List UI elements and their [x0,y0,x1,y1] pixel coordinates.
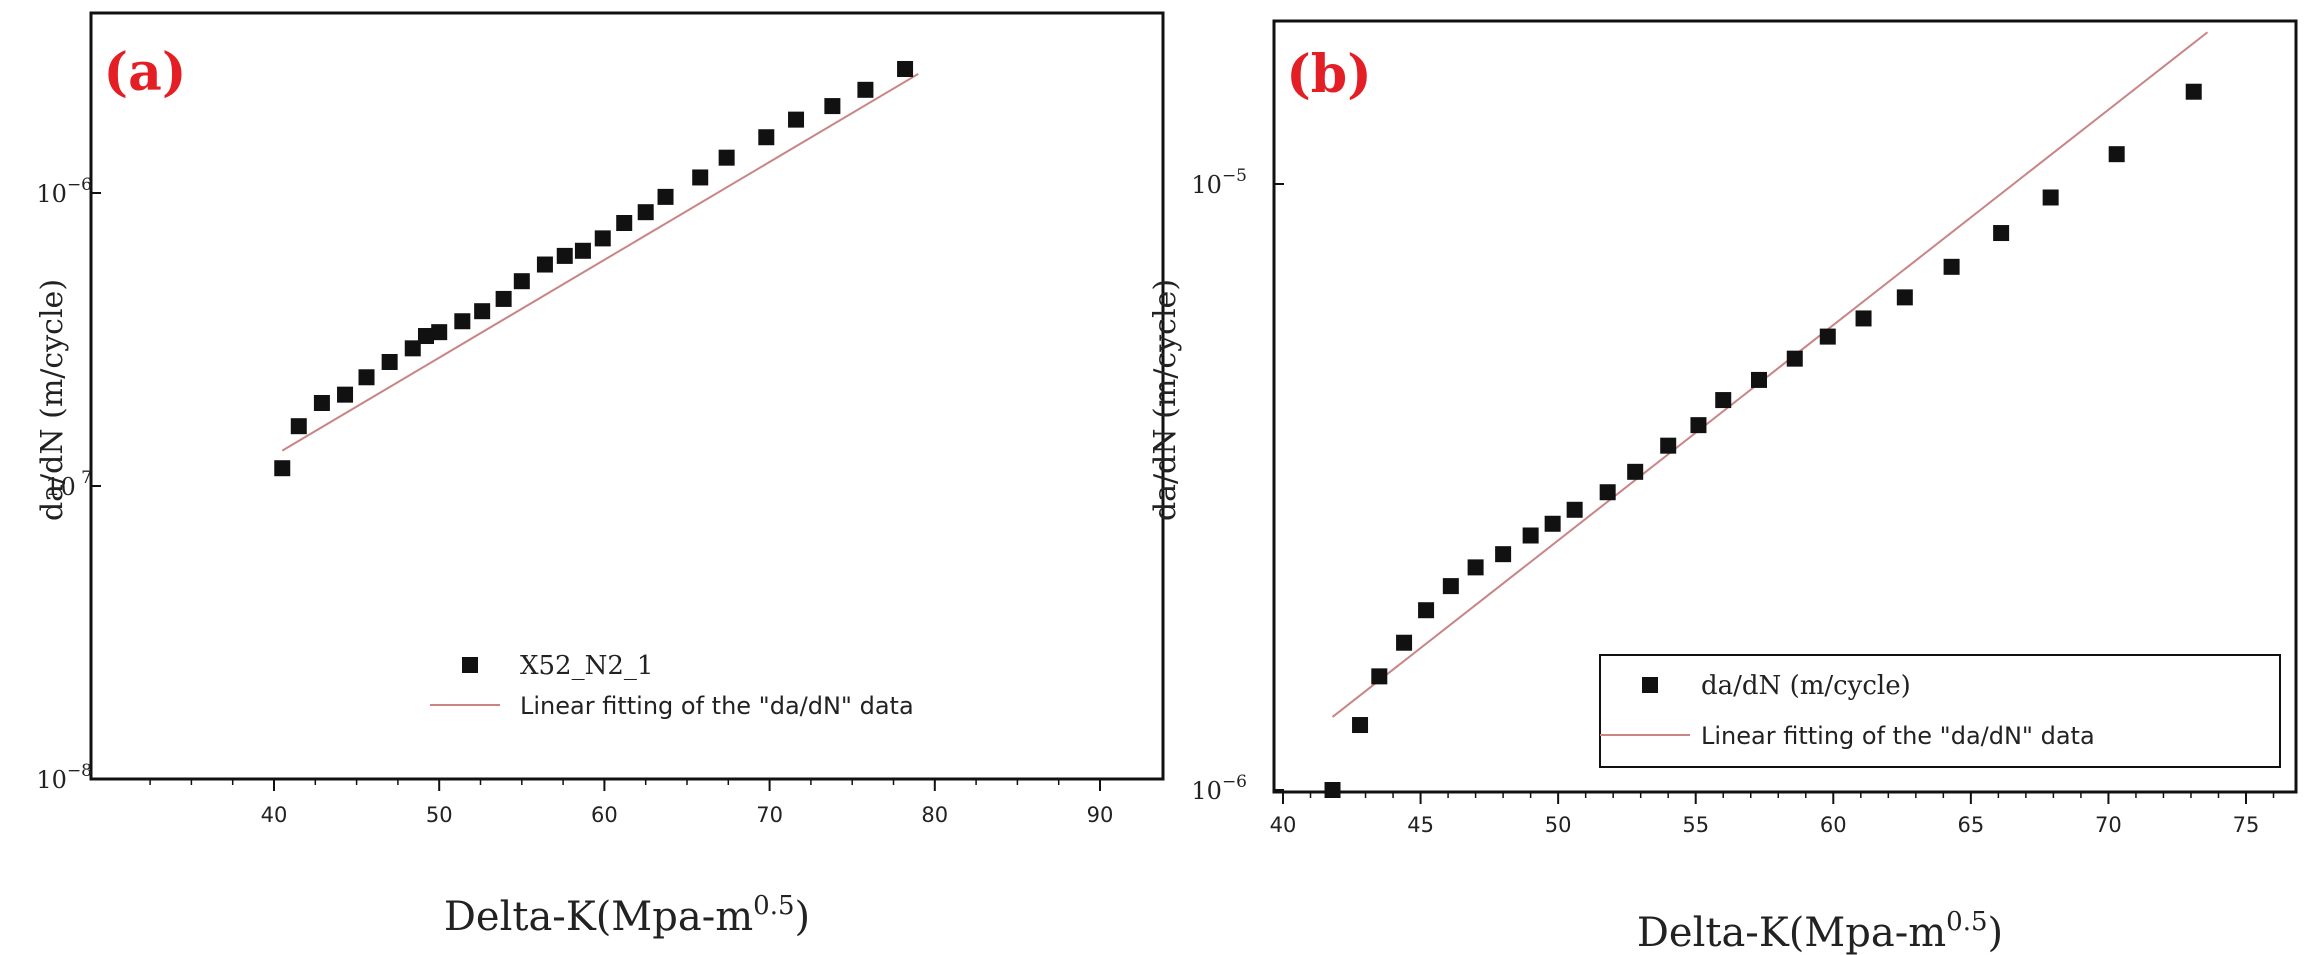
data-point [897,60,914,77]
legend: X52_N2_1 Linear fitting of the "da/dN" da… [430,651,914,720]
data-point [574,242,591,259]
data-point [1522,527,1539,544]
y-tick-label: 10 7 [45,468,92,501]
data-point [274,460,291,477]
data-point [313,394,330,411]
data-point [616,214,633,231]
x-axis-title: Delta-K(Mpa-m0.5) [1637,907,2003,955]
x-tick-label: 60 [591,803,618,827]
data-point [1627,463,1644,480]
data-point [1943,258,1960,275]
data-point [1371,668,1388,685]
data-point [758,129,775,146]
x-tick-label: 90 [1087,803,1114,827]
data-point [1544,515,1561,532]
data-point [1442,578,1459,595]
x-axis-title: Delta-K(Mpa-m0.5) [444,891,810,940]
data-point [1896,289,1913,306]
y-axis-title: da/dN (m/cycle) [1148,279,1183,521]
legend-marker [1642,677,1658,693]
data-point [1495,546,1512,563]
data-point [1660,437,1677,454]
data-point [1750,371,1767,388]
y-tick-label: 10−5 [1191,166,1247,199]
data-point [857,81,874,98]
data-point [1690,417,1707,434]
legend: da/dN (m/cycle) Linear fitting of the "da… [1599,654,2281,768]
chart-panel-a: 40 50 60 70 80 90 10−8 10 7 10−6 (a) da/dN (m/cycl… [35,11,1165,940]
data-point [1324,782,1341,798]
data-point [431,324,448,341]
y-tick-label: 10−6 [36,175,92,208]
data-point [824,98,841,115]
data-point [1715,392,1732,409]
data-point [290,418,307,435]
x-tick-label: 75 [2233,813,2260,837]
fit-line [281,73,919,452]
data-point [536,256,553,273]
data-point [1786,350,1803,367]
legend-line-label: Linear fitting of the "da/dN" data [520,692,914,720]
data-point [1396,634,1413,651]
plot-frame [1272,19,2298,794]
y-tick-label: 10−8 [36,761,92,794]
x-tick-label: 80 [921,803,948,827]
y-axis-title: da/dN (m/cycle) [35,279,70,521]
legend-marker [462,657,478,673]
legend-line-label: Linear fitting of the "da/dN" data [1701,722,2095,750]
data-point [1819,328,1836,345]
data-point [454,313,471,330]
data-point [2042,189,2059,206]
data-point [788,111,805,128]
data-point [2108,146,2125,163]
data-point [718,149,735,166]
data-point [692,169,709,186]
data-point [556,247,573,264]
data-point [1352,717,1369,734]
data-point [594,230,611,247]
data-point [381,353,398,370]
data-point [1566,501,1583,518]
data-point [417,328,434,345]
chart-panel-b: 40 45 50 55 60 65 70 75 10−6 10−5 (b) da/dN (m/cycl… [1148,19,2298,955]
data-point [637,204,654,221]
x-tick-label: 65 [1957,813,1984,837]
data-point [358,369,375,386]
legend-box [1599,654,2281,768]
data-point [657,188,674,205]
data-point [1467,559,1484,576]
panel-label: (b) [1286,44,1372,105]
data-point [1599,484,1616,501]
x-tick-label: 45 [1407,813,1434,837]
x-tick-label: 40 [1270,813,1297,837]
data-point [1993,225,2010,242]
legend-marker-label: da/dN (m/cycle) [1701,671,1911,701]
x-tick-label: 70 [2095,813,2122,837]
x-tick-label: 50 [426,803,453,827]
x-tick-label: 70 [756,803,783,827]
data-point [513,273,530,290]
x-tick-label: 55 [1682,813,1709,837]
data-point [1418,602,1435,619]
data-point [495,290,512,307]
y-tick-label: 10−6 [1191,772,1247,805]
panel-label: (a) [104,42,187,103]
data-point [337,386,354,403]
x-tick-label: 40 [261,803,288,827]
legend-marker-label: X52_N2_1 [520,651,653,681]
plot-frame [89,11,1165,781]
data-point [404,340,421,357]
data-point [1855,310,1872,327]
x-tick-label: 60 [1820,813,1847,837]
x-tick-label: 50 [1545,813,1572,837]
data-point [474,303,491,320]
data-point [2185,83,2202,100]
fit-line [1331,31,2209,718]
